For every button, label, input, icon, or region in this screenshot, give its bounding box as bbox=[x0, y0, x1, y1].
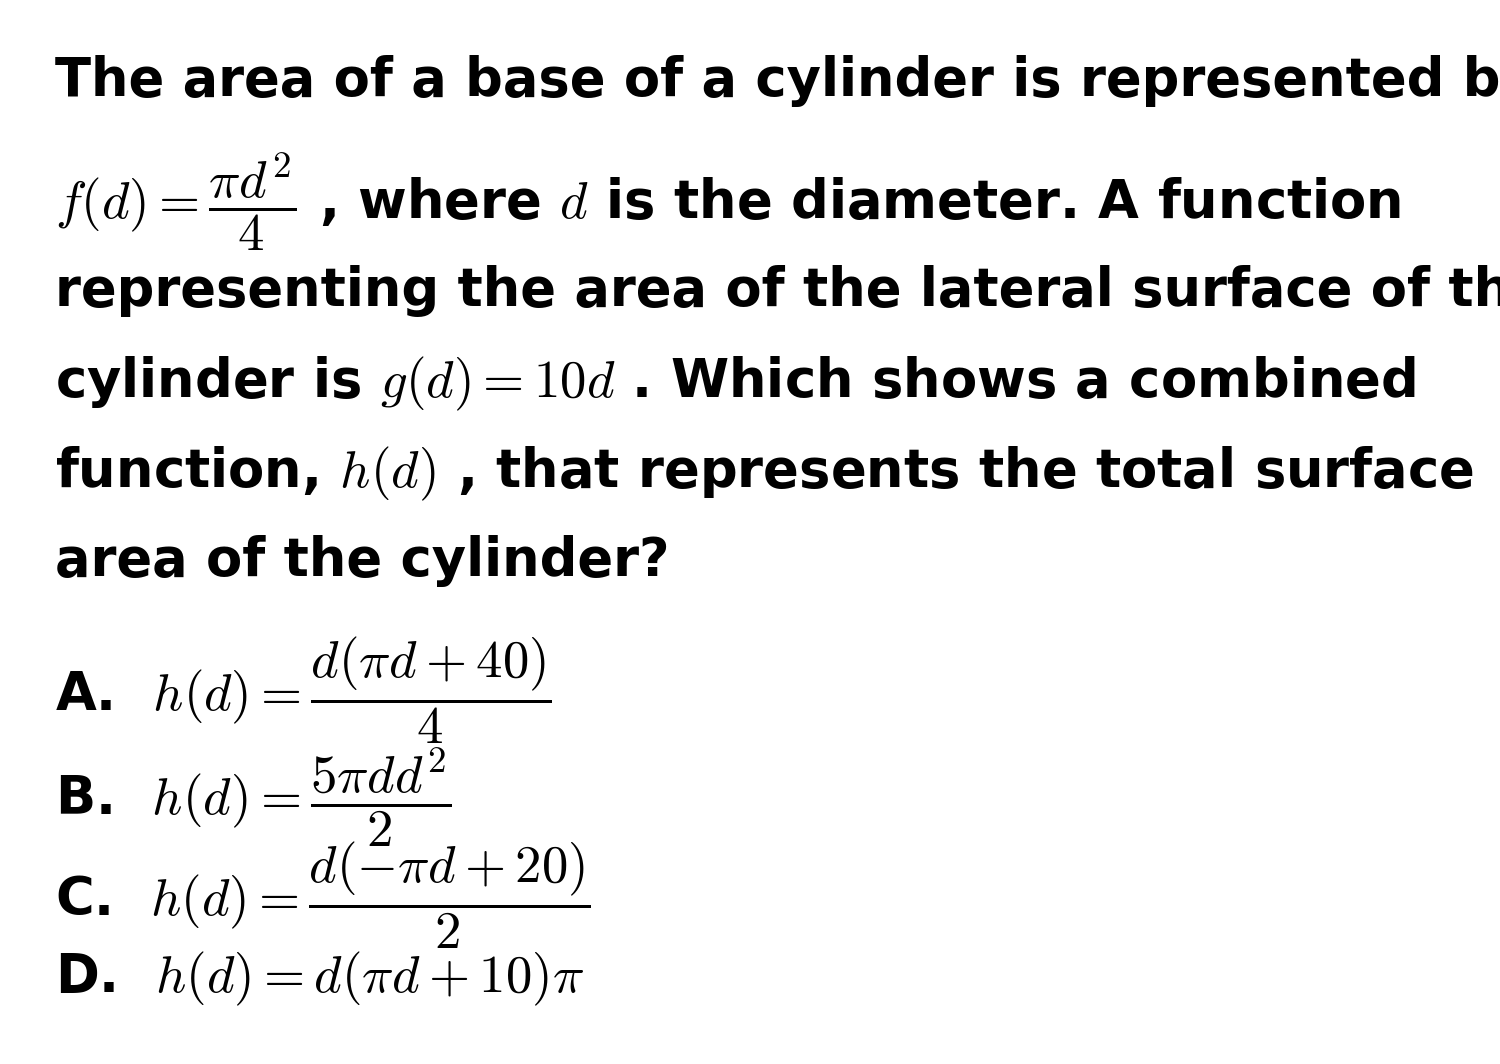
Text: C.  $h(d) = \dfrac{d(-\pi d+20)}{2}$: C. $h(d) = \dfrac{d(-\pi d+20)}{2}$ bbox=[56, 839, 590, 951]
Text: cylinder is $g(d) = 10d$ . Which shows a combined: cylinder is $g(d) = 10d$ . Which shows a… bbox=[56, 355, 1416, 413]
Text: A.  $h(d) = \dfrac{d(\pi d+40)}{4}$: A. $h(d) = \dfrac{d(\pi d+40)}{4}$ bbox=[56, 635, 550, 747]
Text: representing the area of the lateral surface of the: representing the area of the lateral sur… bbox=[56, 265, 1500, 317]
Text: $f(d) = \dfrac{\pi d^2}{4}$ , where $d$ is the diameter. A function: $f(d) = \dfrac{\pi d^2}{4}$ , where $d$ … bbox=[56, 150, 1401, 253]
Text: The area of a base of a cylinder is represented by: The area of a base of a cylinder is repr… bbox=[56, 55, 1500, 107]
Text: area of the cylinder?: area of the cylinder? bbox=[56, 535, 669, 587]
Text: B.  $h(d) = \dfrac{5\pi d d^2}{2}$: B. $h(d) = \dfrac{5\pi d d^2}{2}$ bbox=[56, 745, 452, 849]
Text: D.  $h(d) = d(\pi d + 10)\pi$: D. $h(d) = d(\pi d + 10)\pi$ bbox=[56, 950, 584, 1008]
Text: function, $h(d)$ , that represents the total surface: function, $h(d)$ , that represents the t… bbox=[56, 445, 1474, 503]
